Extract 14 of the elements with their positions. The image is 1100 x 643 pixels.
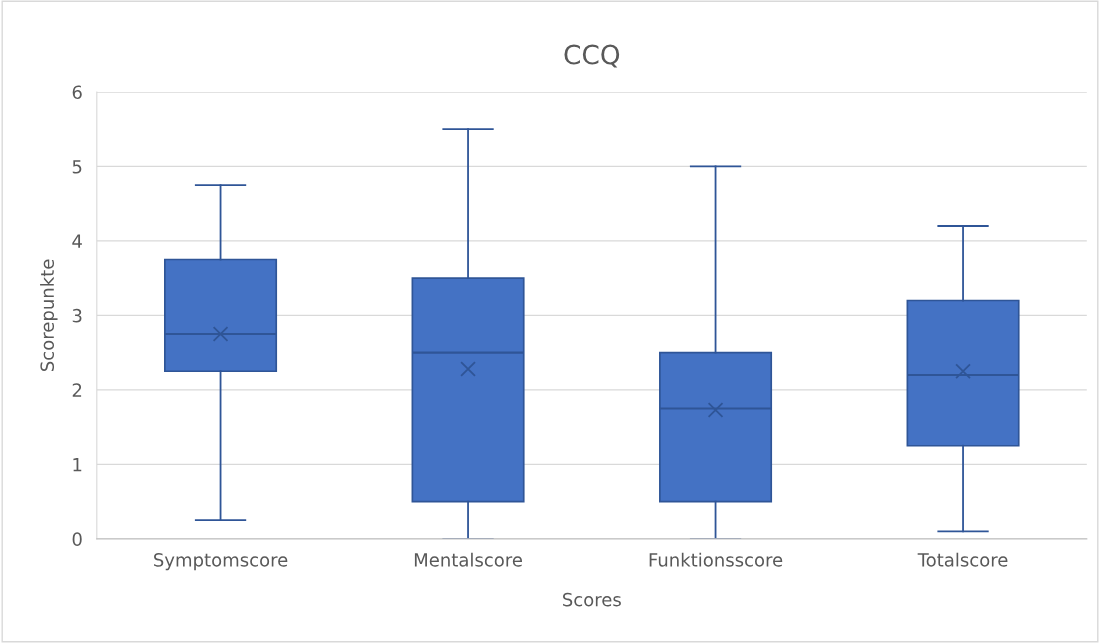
x-tick-label: Funktionsscore [649, 552, 783, 567]
y-tick-label: 6 [72, 85, 82, 100]
y-tick-label: 0 [72, 532, 82, 546]
y-tick-label: 4 [72, 234, 82, 248]
x-tick-label: Mentalscore [414, 552, 522, 567]
chart-title: CCQ [564, 44, 620, 68]
y-tick-label: 3 [72, 308, 82, 323]
x-axis-title: Scores [563, 592, 621, 607]
y-tick-label: 5 [72, 160, 82, 174]
x-tick-label: Totalscore [917, 552, 1008, 567]
y-axis-title: Scorepunkte [40, 259, 58, 371]
x-tick-label: Symptomscore [154, 553, 288, 571]
y-tick-label: 2 [72, 383, 82, 397]
y-tick-label: 1 [73, 458, 82, 472]
